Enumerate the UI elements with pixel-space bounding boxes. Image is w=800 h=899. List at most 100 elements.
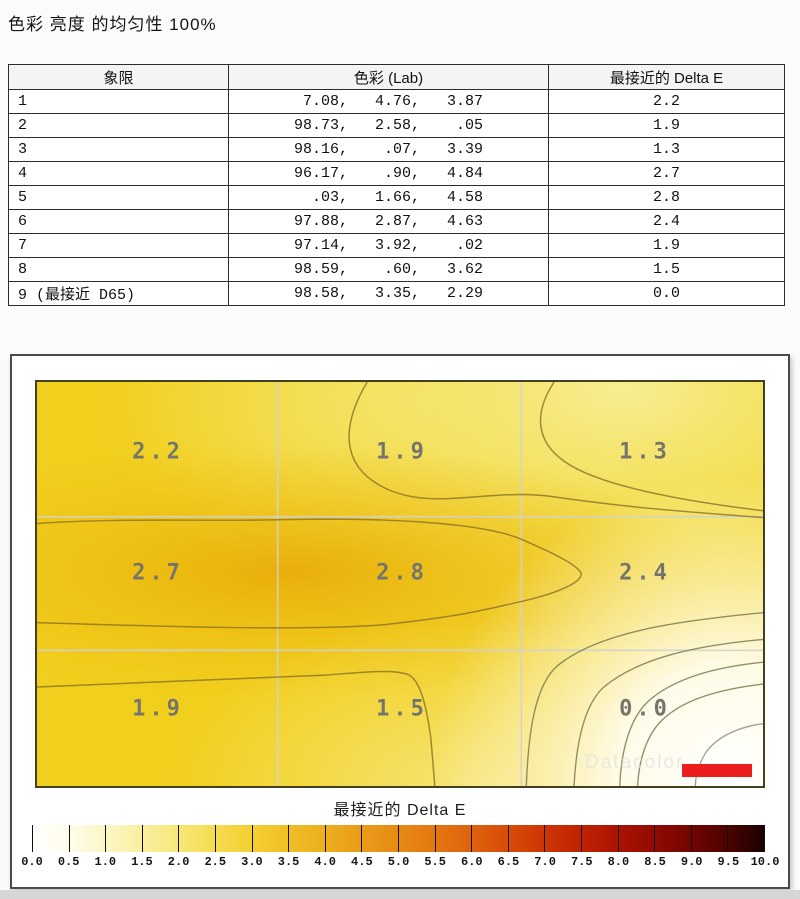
colorbar-segment <box>214 825 252 852</box>
table-row: 6 97.88, 2.87, 4.63 2.4 <box>8 209 785 234</box>
colorbar-segments <box>32 825 765 852</box>
colorbar-segment <box>434 825 472 852</box>
grid-label-q2: 1.9 <box>376 439 428 465</box>
colorbar-tick-label: 8.5 <box>644 855 666 869</box>
colorbar-segment <box>288 825 325 852</box>
colorbar-segment <box>617 825 655 852</box>
red-logo-bar <box>682 764 752 777</box>
delta-e-cell: 2.2 <box>548 89 785 114</box>
colorbar-tick-label: 7.0 <box>534 855 556 869</box>
grid-label-q5: 2.8 <box>376 560 428 586</box>
table-row: 9 (最接近 D65) 98.58, 3.35, 2.29 0.0 <box>8 281 785 306</box>
table-row: 4 96.17, .90, 4.84 2.7 <box>8 161 785 186</box>
colorbar-tick-label: 3.5 <box>277 855 300 869</box>
table-row: 5 .03, 1.66, 4.58 2.8 <box>8 185 785 210</box>
lab-cell: 96.17, .90, 4.84 <box>228 161 549 186</box>
delta-e-cell: 1.3 <box>548 137 785 162</box>
lab-cell: .03, 1.66, 4.58 <box>228 185 549 210</box>
colorbar-segment <box>397 825 435 852</box>
quadrant-cell: 4 <box>8 161 229 186</box>
delta-e-cell: 1.9 <box>548 113 785 138</box>
table-row: 2 98.73, 2.58, .05 1.9 <box>8 113 785 138</box>
colorbar-ticks: 0.0 0.5 1.0 1.5 2.0 2.5 3.0 3.5 4.0 4.5 5.0 5.5 6.0 6… <box>21 855 779 871</box>
colorbar-tick-label: 6.0 <box>460 855 483 869</box>
colorbar-segment <box>471 825 508 852</box>
lab-cell: 98.59, .60, 3.62 <box>228 257 549 282</box>
lab-cell: 7.08, 4.76, 3.87 <box>228 89 549 114</box>
lab-cell: 98.58, 3.35, 2.29 <box>228 281 549 306</box>
colorbar-segment <box>544 825 581 852</box>
colorbar-segment <box>141 825 179 852</box>
lab-cell: 97.88, 2.87, 4.63 <box>228 209 549 234</box>
colorbar-tick-label: 6.5 <box>497 855 520 869</box>
colorbar-segment <box>654 825 691 852</box>
uniformity-contour-plot: 2.2 1.9 1.3 2.7 2.8 2.4 1.9 1.5 0.0 Data… <box>10 354 790 889</box>
quadrant-cell: 6 <box>8 209 229 234</box>
header-quadrant: 象限 <box>8 64 229 90</box>
page-title: 色彩 亮度 的均匀性 100% <box>8 15 217 34</box>
colorbar-segment <box>32 825 69 852</box>
colorbar-segment <box>68 825 106 852</box>
colorbar-tick-label: 2.5 <box>204 855 227 869</box>
delta-e-heatmap: 2.2 1.9 1.3 2.7 2.8 2.4 1.9 1.5 0.0 Data… <box>35 380 765 788</box>
colorbar-segment <box>324 825 362 852</box>
contour-lines-upper <box>37 382 763 786</box>
colorbar-tick-label: 0.5 <box>57 855 80 869</box>
grid-label-q7: 1.9 <box>132 696 184 722</box>
delta-e-cell: 2.4 <box>548 209 785 234</box>
quadrant-cell: 7 <box>8 233 229 258</box>
colorbar-segment <box>105 825 142 852</box>
grid-label-q3: 1.3 <box>619 439 671 465</box>
colorbar-tick-label: 4.0 <box>314 855 336 869</box>
quadrant-cell: 5 <box>8 185 229 210</box>
colorbar-segment <box>178 825 215 852</box>
delta-e-cell: 1.9 <box>548 233 785 258</box>
colorbar-segment <box>690 825 728 852</box>
colorbar-tick-label: 2.0 <box>167 855 190 869</box>
colorbar-segment <box>251 825 289 852</box>
lab-cell: 98.73, 2.58, .05 <box>228 113 549 138</box>
header-lab: 色彩 (Lab) <box>228 64 549 90</box>
quadrant-cell: 9 (最接近 D65) <box>8 281 229 306</box>
quadrant-grid-lines <box>37 382 763 786</box>
table-row: 7 97.14, 3.92, .02 1.9 <box>8 233 785 258</box>
grid-label-q4: 2.7 <box>132 560 184 586</box>
colorbar-tick-label: 3.0 <box>241 855 263 869</box>
table-row: 8 98.59, .60, 3.62 1.5 <box>8 257 785 282</box>
delta-e-cell: 2.8 <box>548 185 785 210</box>
grid-label-q6: 2.4 <box>619 560 671 586</box>
quadrant-cell: 8 <box>8 257 229 282</box>
quadrant-cell: 1 <box>8 89 229 114</box>
delta-e-cell: 2.7 <box>548 161 785 186</box>
grid-label-q8: 1.5 <box>376 696 428 722</box>
uniformity-table: 象限 色彩 (Lab) 最接近的 Delta E 1 7.08, 4.76, 3… <box>8 64 785 306</box>
grid-label-q9: 0.0 <box>619 696 671 722</box>
colorbar-title: 最接近的 Delta E <box>333 802 467 819</box>
colorbar-tick-label: 10.0 <box>750 855 780 869</box>
table-header-row: 象限 色彩 (Lab) 最接近的 Delta E <box>8 64 785 90</box>
delta-e-cell: 1.5 <box>548 257 785 282</box>
contour-lines-lower-right <box>525 612 763 786</box>
colorbar-tick-label: 9.5 <box>717 855 740 869</box>
colorbar-tick-label: 1.0 <box>94 855 117 869</box>
colorbar-tick-label: 5.0 <box>387 855 410 869</box>
header-delta-e: 最接近的 Delta E <box>548 64 785 90</box>
quadrant-cell: 3 <box>8 137 229 162</box>
table-row: 1 7.08, 4.76, 3.87 2.2 <box>8 89 785 114</box>
colorbar-tick-label: 0.0 <box>21 855 43 869</box>
delta-e-cell: 0.0 <box>548 281 785 306</box>
colorbar-segment <box>580 825 618 852</box>
lab-cell: 98.16, .07, 3.39 <box>228 137 549 162</box>
colorbar-tick-label: 8.0 <box>607 855 630 869</box>
colorbar-tick-label: 5.5 <box>424 855 446 869</box>
colorbar-tick-label: 1.5 <box>131 855 153 869</box>
colorbar-segment <box>507 825 545 852</box>
watermark-text: Datacolor <box>585 752 685 773</box>
colorbar-tick-label: 4.5 <box>351 855 373 869</box>
bottom-strip <box>0 890 800 899</box>
colorbar-segment <box>727 825 765 852</box>
quadrant-cell: 2 <box>8 113 229 138</box>
lab-cell: 97.14, 3.92, .02 <box>228 233 549 258</box>
colorbar-segment <box>361 825 398 852</box>
